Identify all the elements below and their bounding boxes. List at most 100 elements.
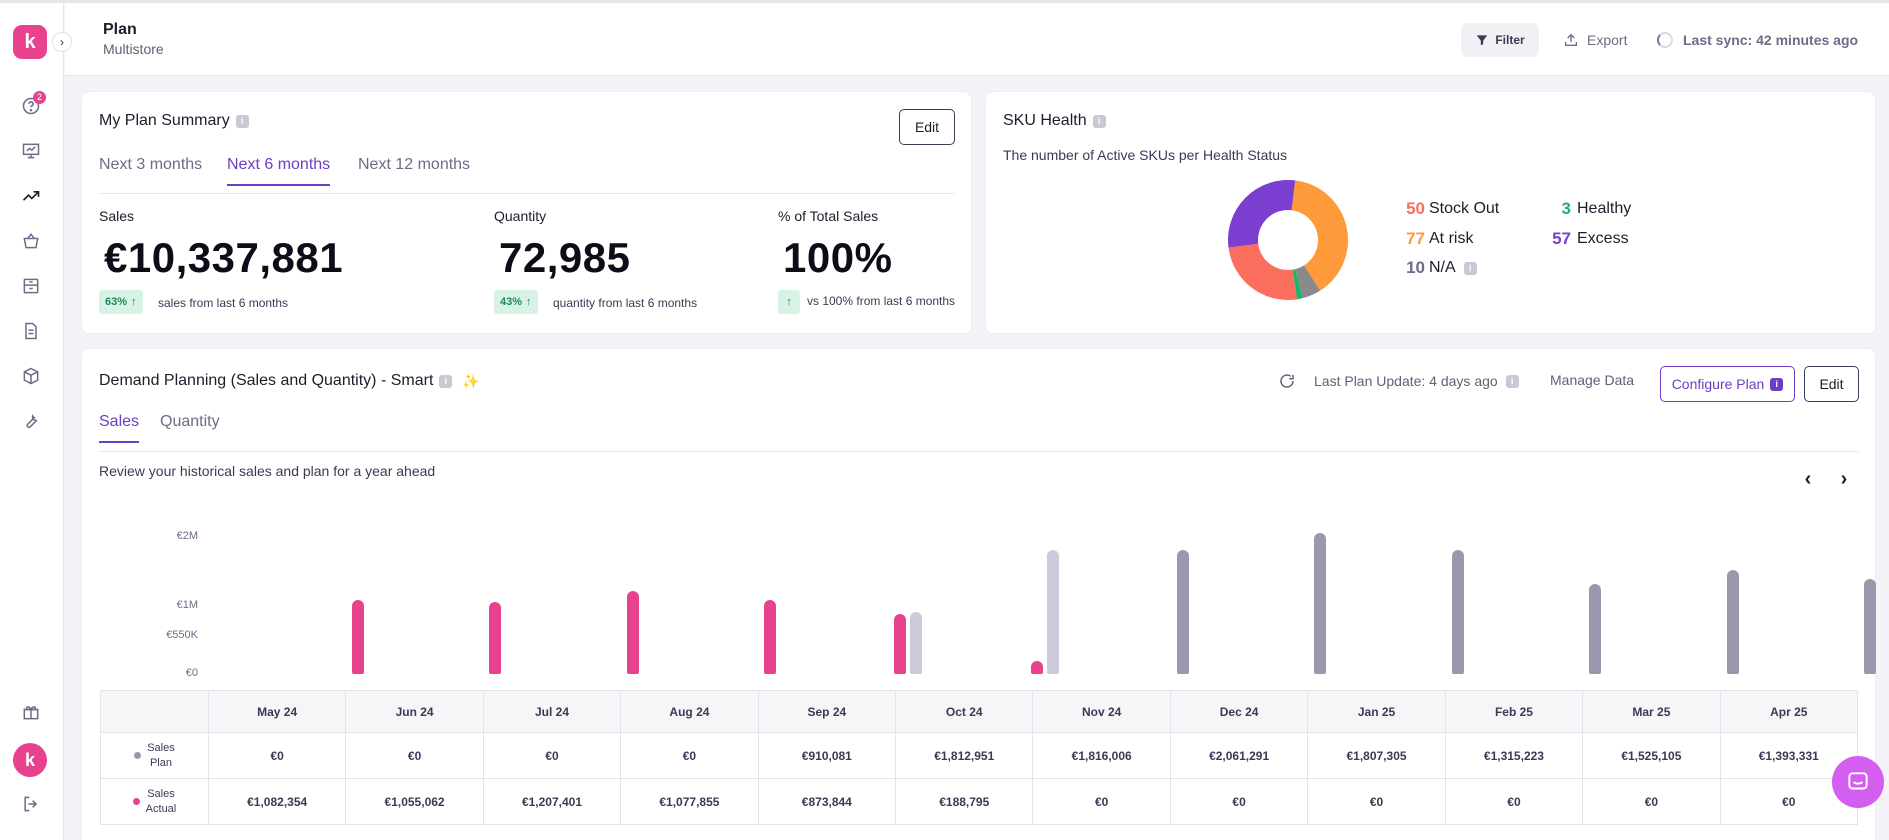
bar-sales-actual[interactable]	[351, 599, 364, 674]
gift-icon[interactable]	[20, 701, 42, 723]
sync-label: Last sync: 42 minutes ago	[1683, 32, 1859, 48]
plan-summary-info-icon[interactable]: i	[235, 114, 249, 128]
table-month-header: Mar 25	[1582, 691, 1720, 732]
donut-slice-stock-out[interactable]	[1228, 242, 1298, 300]
tab-quantity[interactable]: Quantity	[160, 413, 220, 430]
bar-sales-actual[interactable]	[893, 614, 906, 674]
y-tick-label: €550K	[166, 629, 198, 642]
table-header-row: May 24 Jun 24 Jul 24 Aug 24 Sep 24 Oct 24 Nov …	[101, 691, 1857, 733]
demand-table: May 24 Jun 24 Jul 24 Aug 24 Sep 24 Oct 24 Nov …	[100, 690, 1858, 825]
avatar[interactable]: k	[13, 743, 47, 777]
configure-plan-button[interactable]: Configure Plan i	[1660, 366, 1795, 402]
table-cell-sales-plan[interactable]: €910,081	[757, 733, 895, 778]
bar-sales-plan[interactable]	[1451, 550, 1464, 674]
sales-plan-row-label: Sales Plan	[101, 733, 208, 778]
donut-slice-at-risk[interactable]	[1290, 180, 1348, 291]
at-risk-label: At risk	[1429, 230, 1474, 247]
trending-up-icon[interactable]	[20, 185, 42, 207]
document-icon[interactable]	[20, 320, 42, 342]
chart-prev-button[interactable]: ‹	[1804, 468, 1812, 490]
table-cell-sales-actual[interactable]: €873,844	[757, 779, 895, 824]
box-icon[interactable]	[20, 365, 42, 387]
bar-sales-plan[interactable]	[1314, 532, 1327, 674]
table-cell-sales-plan[interactable]: €1,315,223	[1444, 733, 1582, 778]
demand-edit-button[interactable]: Edit	[1804, 366, 1859, 402]
help-icon[interactable]: 2	[20, 91, 46, 117]
total-sales-metric-label: % of Total Sales	[778, 208, 879, 224]
tab-next-3-months[interactable]: Next 3 months	[99, 156, 203, 173]
manage-data-button[interactable]: Manage Data	[1550, 372, 1635, 388]
sidebar-collapse-button[interactable]: ›	[52, 32, 72, 52]
basket-icon[interactable]	[20, 230, 42, 252]
export-label: Export	[1587, 32, 1628, 48]
logout-icon[interactable]	[20, 793, 42, 815]
demand-planning-card: Demand Planning (Sales and Quantity) - S…	[81, 348, 1877, 840]
healthy-label: Healthy	[1577, 200, 1632, 217]
table-cell-sales-plan[interactable]: €1,816,006	[1032, 733, 1169, 778]
table-cell-sales-plan[interactable]: €1,812,951	[895, 733, 1032, 778]
donut-slice-excess[interactable]	[1228, 180, 1296, 248]
table-cell-sales-plan[interactable]: €1,807,305	[1307, 733, 1444, 778]
na-label: N/A i	[1429, 259, 1477, 277]
table-cell-sales-plan[interactable]: €0	[482, 733, 620, 778]
table-cell-sales-plan[interactable]: €1,393,331	[1719, 733, 1857, 778]
bar-sales-plan[interactable]	[909, 611, 922, 674]
export-button[interactable]: Export	[1563, 23, 1627, 57]
table-cell-sales-actual[interactable]: €1,055,062	[345, 779, 482, 824]
bar-sales-actual[interactable]	[626, 591, 639, 674]
quantity-metric-value: 72,985	[499, 234, 631, 281]
excess-count: 57	[1552, 229, 1571, 248]
tab-next-6-months[interactable]: Next 6 months	[227, 156, 331, 186]
bar-sales-plan[interactable]	[1864, 578, 1877, 674]
tools-icon[interactable]	[20, 410, 42, 432]
table-cell-sales-plan[interactable]: €0	[620, 733, 757, 778]
y-tick-label: €0	[185, 667, 198, 679]
bar-sales-plan[interactable]	[1726, 569, 1739, 674]
table-cell-sales-plan[interactable]: €1,525,105	[1582, 733, 1719, 778]
table-cell-sales-actual[interactable]: €1,077,855	[620, 779, 757, 824]
bar-sales-actual[interactable]	[764, 600, 777, 674]
chat-support-button[interactable]	[1832, 756, 1884, 808]
plan-summary-edit-button[interactable]: Edit	[899, 109, 955, 145]
table-cell-sales-actual[interactable]: €0	[1444, 779, 1582, 824]
sync-status: Last sync: 42 minutes ago	[1657, 23, 1858, 57]
table-cell-sales-plan[interactable]: €2,061,291	[1169, 733, 1307, 778]
app-logo[interactable]: k	[13, 25, 47, 59]
plan-update-info-icon[interactable]: i	[1505, 374, 1519, 388]
quantity-metric-label: Quantity	[494, 208, 547, 224]
sidebar: k › 2 k	[0, 3, 72, 840]
table-cell-sales-actual[interactable]: €0	[1032, 779, 1169, 824]
presentation-icon[interactable]	[20, 140, 42, 162]
tab-next-12-months[interactable]: Next 12 months	[358, 156, 471, 173]
table-month-header: Dec 24	[1169, 691, 1308, 732]
sku-health-info-icon[interactable]: i	[1092, 114, 1106, 128]
table-cell-sales-actual[interactable]: €0	[1169, 779, 1307, 824]
donut-slice-n-a[interactable]	[1294, 265, 1321, 299]
tab-sales[interactable]: Sales	[99, 413, 140, 443]
bar-sales-plan[interactable]	[1047, 549, 1060, 674]
table-cell-sales-plan[interactable]: €0	[345, 733, 482, 778]
table-cell-sales-actual[interactable]: €1,207,401	[482, 779, 620, 824]
refresh-icon[interactable]	[1278, 372, 1296, 390]
chart-next-button[interactable]: ›	[1840, 468, 1848, 490]
sales-change-note: sales from last 6 months	[158, 296, 289, 310]
bar-sales-actual[interactable]	[1031, 661, 1044, 674]
table-cell-sales-actual[interactable]: €0	[1719, 779, 1857, 824]
table-cell-sales-actual[interactable]: €188,795	[895, 779, 1032, 824]
table-cell-sales-actual[interactable]: €0	[1307, 779, 1444, 824]
table-month-header: Oct 24	[895, 691, 1033, 732]
bar-sales-actual[interactable]	[489, 601, 502, 674]
inventory-icon[interactable]	[20, 275, 42, 297]
table-cell-sales-actual[interactable]: €0	[1582, 779, 1719, 824]
table-month-header: Aug 24	[620, 691, 758, 732]
table-cell-sales-actual[interactable]: €1,082,354	[207, 779, 345, 824]
na-info-icon[interactable]: i	[1463, 261, 1477, 275]
donut-slice-healthy[interactable]	[1292, 269, 1303, 300]
table-row-sales-actual: Sales Actual €1,082,354 €1,055,062 €1,207,4…	[101, 779, 1857, 824]
bar-sales-plan[interactable]	[1176, 549, 1189, 674]
filter-button[interactable]: Filter	[1461, 23, 1539, 57]
bar-sales-plan[interactable]	[1589, 583, 1602, 674]
demand-info-icon[interactable]: i	[439, 374, 453, 388]
table-month-header: Jun 24	[345, 691, 483, 732]
table-cell-sales-plan[interactable]: €0	[207, 733, 345, 778]
